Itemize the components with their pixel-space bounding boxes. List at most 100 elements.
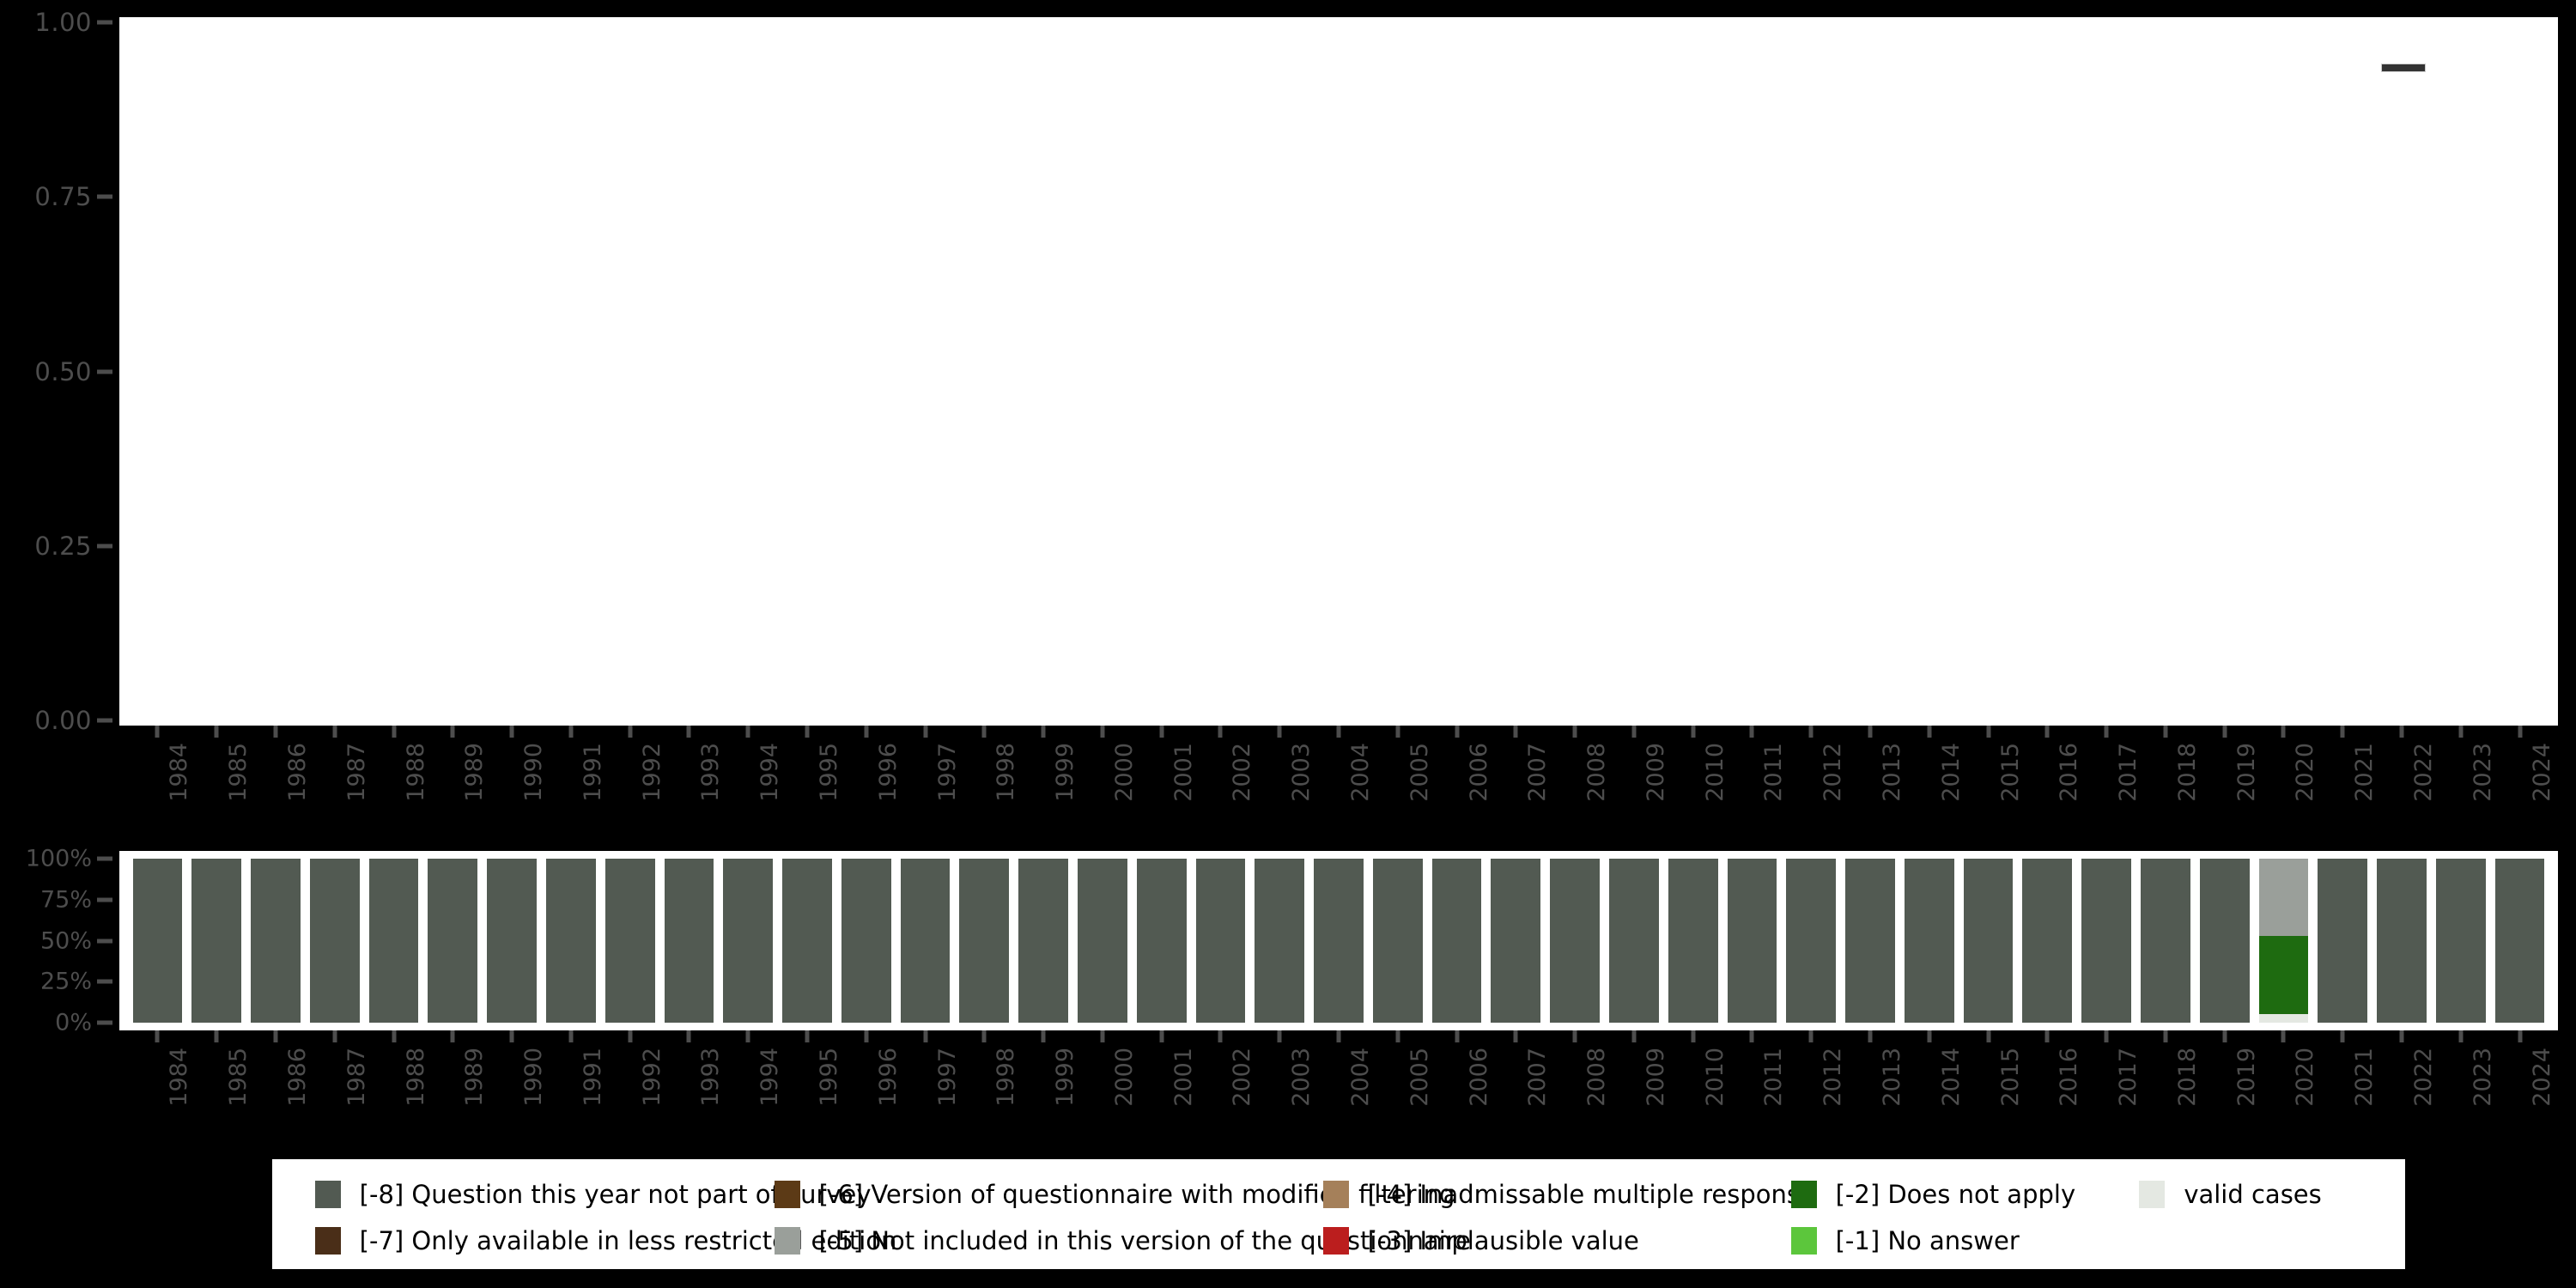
bar-1999[interactable] <box>1018 859 1068 1023</box>
bar-2021[interactable] <box>2318 859 2367 1023</box>
x-axis-tick-mark <box>1042 1030 1046 1042</box>
x-axis-tick-mark <box>392 726 396 738</box>
x-axis-tick-mark <box>1278 1030 1282 1042</box>
x-axis-year-label: 2024 <box>2529 1048 2555 1107</box>
x-axis-year-label: 2010 <box>1702 1048 1728 1107</box>
bar-2004[interactable] <box>1314 859 1364 1023</box>
x-axis-tick-mark <box>2045 1030 2050 1042</box>
x-axis-tick-mark <box>1750 726 1754 738</box>
bar-2023[interactable] <box>2436 859 2486 1023</box>
data-marker-2020 <box>2381 64 2426 72</box>
x-axis-year-label: 2016 <box>2056 743 2082 802</box>
x-axis-tick-mark <box>1514 1030 1518 1042</box>
bar-2002[interactable] <box>1196 859 1246 1023</box>
bar-1994[interactable] <box>723 859 773 1023</box>
bar-1995[interactable] <box>782 859 832 1023</box>
x-axis-tick-mark <box>2458 1030 2463 1042</box>
bar-segment <box>487 859 537 1023</box>
bar-1987[interactable] <box>310 859 360 1023</box>
legend-item[interactable]: valid cases <box>2139 1171 2321 1218</box>
x-axis-tick-mark <box>2518 1030 2522 1042</box>
legend-item[interactable]: [-4] Inadmissable multiple response <box>1323 1171 1815 1218</box>
x-axis-tick-mark <box>2222 726 2227 738</box>
x-axis-year-label: 1985 <box>225 743 252 802</box>
x-axis-year-label: 2013 <box>1879 1048 1905 1107</box>
legend-item[interactable]: [-2] Does not apply <box>1791 1171 2076 1218</box>
bar-2007[interactable] <box>1491 859 1540 1023</box>
bar-2019[interactable] <box>2200 859 2250 1023</box>
bar-2003[interactable] <box>1255 859 1304 1023</box>
bar-1996[interactable] <box>841 859 891 1023</box>
bar-1989[interactable] <box>428 859 477 1023</box>
x-axis-tick-mark <box>1337 726 1341 738</box>
legend-color-swatch <box>1791 1227 1817 1255</box>
bar-2013[interactable] <box>1845 859 1895 1023</box>
bar-2009[interactable] <box>1609 859 1659 1023</box>
bar-2024[interactable] <box>2495 859 2545 1023</box>
bar-1985[interactable] <box>191 859 241 1023</box>
x-axis-year-label: 1985 <box>225 1048 252 1107</box>
bar-segment <box>2436 859 2486 1023</box>
x-axis-tick-mark <box>1986 726 1990 738</box>
bar-2011[interactable] <box>1728 859 1777 1023</box>
x-axis-tick-mark <box>1573 1030 1577 1042</box>
bar-1984[interactable] <box>133 859 183 1023</box>
bar-2008[interactable] <box>1550 859 1600 1023</box>
x-axis-tick-mark <box>1218 1030 1223 1042</box>
bar-1997[interactable] <box>901 859 951 1023</box>
x-axis-year-label: 2019 <box>2233 743 2260 802</box>
bar-segment <box>605 859 655 1023</box>
bar-2020[interactable] <box>2259 859 2309 1023</box>
x-axis-tick-mark <box>392 1030 396 1042</box>
bar-1988[interactable] <box>369 859 419 1023</box>
x-axis-year-label: 2019 <box>2233 1048 2260 1107</box>
bars-container <box>128 859 2549 1023</box>
bar-segment <box>1018 859 1068 1023</box>
x-axis-year-label: 1998 <box>993 1048 1019 1107</box>
bar-segment <box>369 859 419 1023</box>
bar-1998[interactable] <box>959 859 1009 1023</box>
bar-2006[interactable] <box>1432 859 1482 1023</box>
x-axis-year-label: 2010 <box>1702 743 1728 802</box>
x-axis-year-label: 2007 <box>1524 1048 1551 1107</box>
bar-segment <box>2141 859 2190 1023</box>
y-axis-percent-label: 75% <box>40 886 92 913</box>
x-axis-year-label: 2011 <box>1760 743 1787 802</box>
bar-1986[interactable] <box>251 859 301 1023</box>
bar-2012[interactable] <box>1786 859 1836 1023</box>
bar-1993[interactable] <box>665 859 714 1023</box>
bar-2005[interactable] <box>1373 859 1423 1023</box>
x-axis-year-label: 2022 <box>2410 743 2437 802</box>
x-axis-year-label: 2002 <box>1229 743 1255 802</box>
legend-color-swatch <box>775 1181 800 1208</box>
x-axis-tick-mark <box>1159 726 1163 738</box>
y-axis-tick-mark <box>97 369 112 374</box>
x-axis-year-label: 2001 <box>1170 743 1197 802</box>
x-axis-year-label: 2006 <box>1466 743 1492 802</box>
bar-2022[interactable] <box>2377 859 2427 1023</box>
legend-color-swatch <box>1791 1181 1817 1208</box>
bar-2017[interactable] <box>2081 859 2131 1023</box>
x-axis-tick-mark <box>332 726 337 738</box>
bar-2010[interactable] <box>1668 859 1718 1023</box>
x-axis-tick-mark <box>1986 1030 1990 1042</box>
x-axis-year-label: 1987 <box>343 1048 370 1107</box>
x-axis-year-label: 2011 <box>1760 1048 1787 1107</box>
bar-2015[interactable] <box>1964 859 2014 1023</box>
bar-2018[interactable] <box>2141 859 2190 1023</box>
legend-item[interactable]: [-1] No answer <box>1791 1218 2020 1264</box>
legend-row: [-7] Only available in less restricted e… <box>272 1218 2405 1264</box>
x-axis-year-label: 2005 <box>1406 743 1433 802</box>
bar-1992[interactable] <box>605 859 655 1023</box>
bar-1991[interactable] <box>546 859 596 1023</box>
y-axis-percent-label: 50% <box>40 927 92 954</box>
bar-2016[interactable] <box>2022 859 2072 1023</box>
legend-item[interactable]: [-3] Implausible value <box>1323 1218 1639 1264</box>
bar-1990[interactable] <box>487 859 537 1023</box>
bar-2000[interactable] <box>1078 859 1127 1023</box>
x-axis-year-label: 2007 <box>1524 743 1551 802</box>
bar-2014[interactable] <box>1905 859 1954 1023</box>
x-axis-tick-mark <box>687 726 691 738</box>
bar-2001[interactable] <box>1137 859 1187 1023</box>
x-axis-year-label: 1999 <box>1052 743 1078 802</box>
